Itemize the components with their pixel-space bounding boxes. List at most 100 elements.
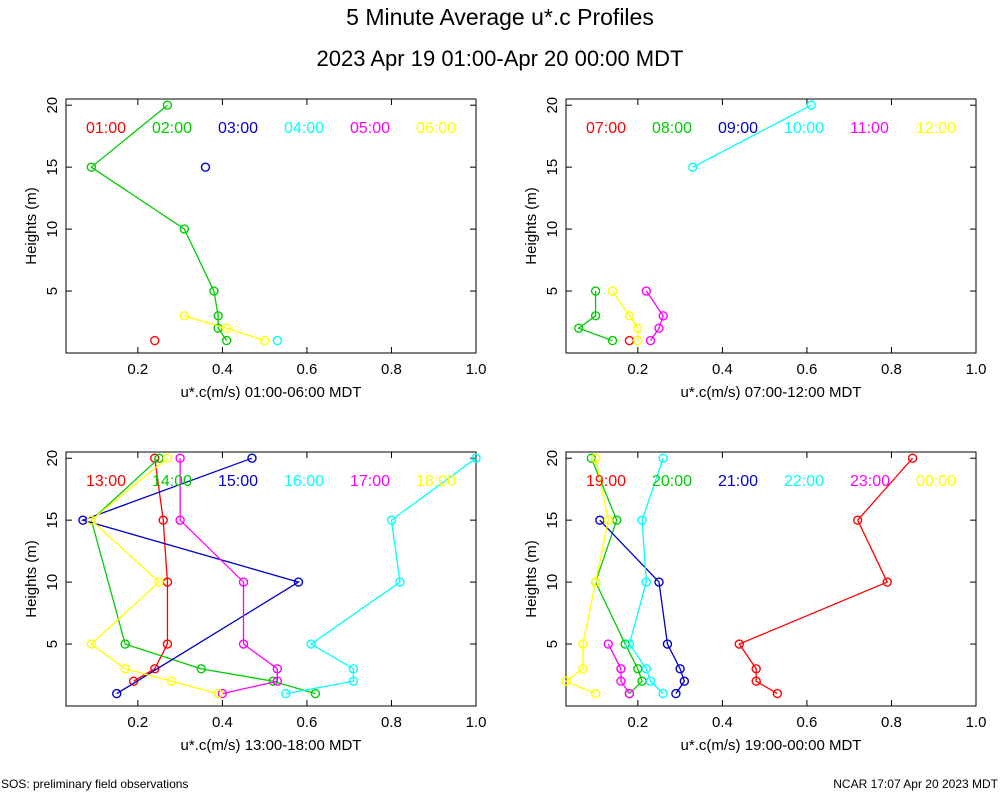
y-tick-label: 15 bbox=[544, 512, 561, 529]
data-point bbox=[654, 323, 664, 333]
legend-entry: 14:00 bbox=[152, 473, 192, 490]
data-point bbox=[281, 688, 291, 699]
y-tick-label: 5 bbox=[44, 287, 61, 295]
series-1700 bbox=[175, 453, 283, 699]
x-tick-label: 1.0 bbox=[466, 361, 487, 378]
data-point bbox=[386, 515, 397, 525]
data-point bbox=[662, 639, 673, 649]
x-tick-label: 0.4 bbox=[712, 714, 733, 731]
series-0700 bbox=[624, 335, 635, 346]
data-point bbox=[213, 688, 223, 699]
y-tick-label: 5 bbox=[44, 640, 61, 648]
data-point bbox=[348, 676, 359, 686]
legend-entry: 01:00 bbox=[86, 120, 126, 137]
data-point bbox=[624, 311, 635, 321]
series-1600 bbox=[281, 453, 481, 699]
data-point bbox=[86, 515, 97, 525]
data-point bbox=[607, 335, 618, 346]
data-point bbox=[86, 639, 97, 649]
legend-entry: 13:00 bbox=[86, 473, 126, 490]
data-point bbox=[221, 335, 232, 346]
series-line bbox=[179, 458, 278, 695]
data-point bbox=[578, 664, 588, 674]
series-line bbox=[692, 104, 812, 168]
x-tick-label: 0.4 bbox=[212, 714, 233, 731]
x-tick-label: 0.2 bbox=[127, 361, 148, 378]
x-tick-label: 1.0 bbox=[966, 361, 987, 378]
legend-entry: 02:00 bbox=[152, 120, 192, 137]
legend-entry: 09:00 bbox=[718, 120, 758, 137]
series-line bbox=[645, 290, 664, 341]
series-line bbox=[611, 290, 639, 341]
x-tick-label: 1.0 bbox=[466, 714, 487, 731]
data-point bbox=[616, 676, 626, 686]
legend-entry: 22:00 bbox=[784, 473, 824, 490]
y-tick-label: 5 bbox=[544, 287, 561, 295]
data-point bbox=[348, 664, 359, 674]
series-line bbox=[80, 457, 301, 695]
data-point bbox=[154, 577, 164, 587]
data-point bbox=[175, 515, 185, 525]
chart-panels: 0.2 0.4 0.6 0.8 1.0 5 10 15 20 u*.c(m/s) 01:00-06… bbox=[23, 97, 986, 754]
data-point bbox=[603, 515, 613, 525]
series-0800 bbox=[573, 286, 618, 346]
legend-entry: 03:00 bbox=[218, 120, 258, 137]
data-point bbox=[162, 100, 173, 110]
data-point bbox=[679, 676, 690, 686]
series-line bbox=[590, 457, 643, 695]
plot-frame bbox=[65, 451, 477, 707]
data-point bbox=[395, 577, 405, 587]
data-point bbox=[561, 676, 571, 686]
legend-entry: 21:00 bbox=[718, 473, 758, 490]
data-point bbox=[616, 664, 626, 674]
data-point bbox=[671, 688, 681, 699]
data-point bbox=[310, 688, 321, 699]
series-1100 bbox=[641, 286, 668, 346]
data-point bbox=[196, 664, 206, 674]
chart-panel-1: 0.2 0.4 0.6 0.8 1.0 5 10 15 20 u*.c(m/s) 01:00-06… bbox=[23, 97, 486, 401]
legend-entry: 07:00 bbox=[586, 120, 626, 137]
y-axis-label: Heights (m) bbox=[23, 187, 40, 265]
data-point bbox=[238, 639, 249, 649]
data-point bbox=[641, 664, 652, 674]
data-point bbox=[624, 639, 635, 649]
y-tick-label: 20 bbox=[44, 97, 61, 114]
series-0100 bbox=[150, 335, 160, 346]
series-1800 bbox=[86, 453, 223, 699]
data-point bbox=[658, 453, 668, 463]
data-point bbox=[272, 676, 283, 686]
series-0600 bbox=[179, 311, 270, 346]
data-point bbox=[306, 639, 316, 649]
y-tick-label: 10 bbox=[544, 574, 561, 591]
data-point bbox=[150, 664, 160, 674]
series-1900 bbox=[734, 453, 918, 699]
legend-entry: 08:00 bbox=[652, 120, 692, 137]
chart-title: 5 Minute Average u*.c Profiles bbox=[346, 4, 654, 30]
series-line bbox=[738, 457, 914, 695]
x-tick-label: 0.2 bbox=[627, 361, 648, 378]
chart-subtitle: 2023 Apr 19 01:00-Apr 20 00:00 MDT bbox=[317, 46, 684, 71]
legend-entry: 11:00 bbox=[850, 120, 889, 137]
data-point bbox=[590, 286, 601, 296]
y-axis-label: Heights (m) bbox=[523, 540, 540, 618]
data-point bbox=[272, 335, 283, 346]
data-point bbox=[586, 453, 597, 463]
y-tick-label: 10 bbox=[44, 574, 61, 591]
y-axis-label: Heights (m) bbox=[23, 540, 40, 618]
y-tick-label: 10 bbox=[44, 221, 61, 238]
data-point bbox=[209, 286, 219, 296]
data-point bbox=[624, 335, 635, 346]
x-axis-label: u*.c(m/s) 01:00-06:00 MDT bbox=[181, 384, 362, 401]
y-tick-label: 15 bbox=[44, 512, 61, 529]
legend-entry: 00:00 bbox=[916, 473, 956, 490]
data-point bbox=[645, 676, 656, 686]
series-1000 bbox=[688, 100, 816, 172]
data-point bbox=[624, 688, 635, 699]
data-point bbox=[162, 453, 173, 463]
legend-entry: 06:00 bbox=[416, 120, 456, 137]
legend-entry: 17:00 bbox=[350, 473, 390, 490]
series-line bbox=[184, 315, 265, 342]
data-point bbox=[607, 286, 618, 296]
data-point bbox=[882, 577, 892, 587]
